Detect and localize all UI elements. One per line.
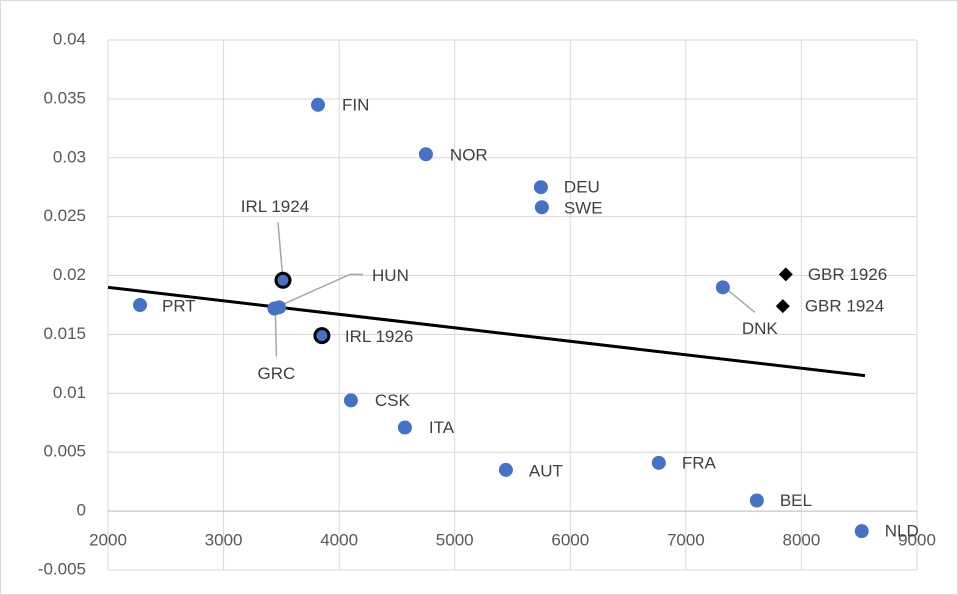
point-label: CSK (375, 391, 411, 410)
x-tick-label: 3000 (205, 531, 243, 550)
data-point (715, 280, 730, 295)
x-tick-label: 9000 (898, 531, 936, 550)
point-label: GBR 1924 (805, 297, 884, 316)
data-point (274, 271, 292, 289)
data-point (534, 200, 549, 215)
point-label: HUN (372, 266, 409, 285)
point-label: DEU (564, 178, 600, 197)
x-tick-label: 5000 (436, 531, 474, 550)
data-point (267, 301, 282, 316)
y-tick-label: 0.035 (43, 88, 86, 107)
data-point (498, 462, 513, 477)
data-point (533, 180, 548, 195)
data-point (310, 97, 325, 112)
y-tick-label: 0.02 (53, 265, 86, 284)
point-label: FIN (342, 95, 369, 114)
leader-line (282, 273, 364, 306)
x-tick-label: 4000 (320, 531, 358, 550)
leader-line (726, 288, 756, 313)
data-point (313, 327, 331, 345)
y-tick-label: 0.005 (43, 442, 86, 461)
leader-line (277, 222, 284, 281)
y-tick-label: 0 (77, 501, 86, 520)
data-point (651, 455, 666, 470)
point-label: DNK (742, 319, 779, 338)
point-label: GRC (258, 364, 296, 383)
x-tick-label: 6000 (551, 531, 589, 550)
point-label: IRL 1924 (241, 197, 309, 216)
trendline (107, 285, 866, 378)
x-tick-label: 2000 (89, 531, 127, 550)
data-point (778, 267, 793, 282)
point-label: ITA (429, 418, 455, 437)
point-label: NOR (450, 146, 488, 165)
point-label: IRL 1926 (345, 327, 413, 346)
point-label: NLD (885, 522, 919, 541)
data-point (397, 420, 412, 435)
data-point (749, 493, 764, 508)
y-tick-label: 0.015 (43, 324, 86, 343)
data-point (133, 298, 148, 312)
data-point (418, 147, 433, 162)
point-label: FRA (682, 453, 717, 472)
data-point (854, 524, 869, 539)
point-label: AUT (529, 461, 563, 480)
y-tick-label: -0.005 (38, 559, 86, 578)
point-label: GBR 1926 (808, 265, 887, 284)
y-tick-label: 0.03 (53, 147, 86, 166)
point-label: BEL (780, 491, 812, 510)
data-point (343, 393, 358, 408)
x-tick-label: 8000 (783, 531, 821, 550)
x-tick-label: 7000 (667, 531, 705, 550)
y-tick-label: 0.01 (53, 383, 86, 402)
y-tick-label: 0.04 (53, 29, 86, 48)
leader-line (274, 311, 278, 357)
y-tick-label: 0.025 (43, 206, 86, 225)
data-point (775, 299, 790, 314)
point-label: PRT (162, 296, 196, 315)
point-label: SWE (564, 199, 603, 218)
